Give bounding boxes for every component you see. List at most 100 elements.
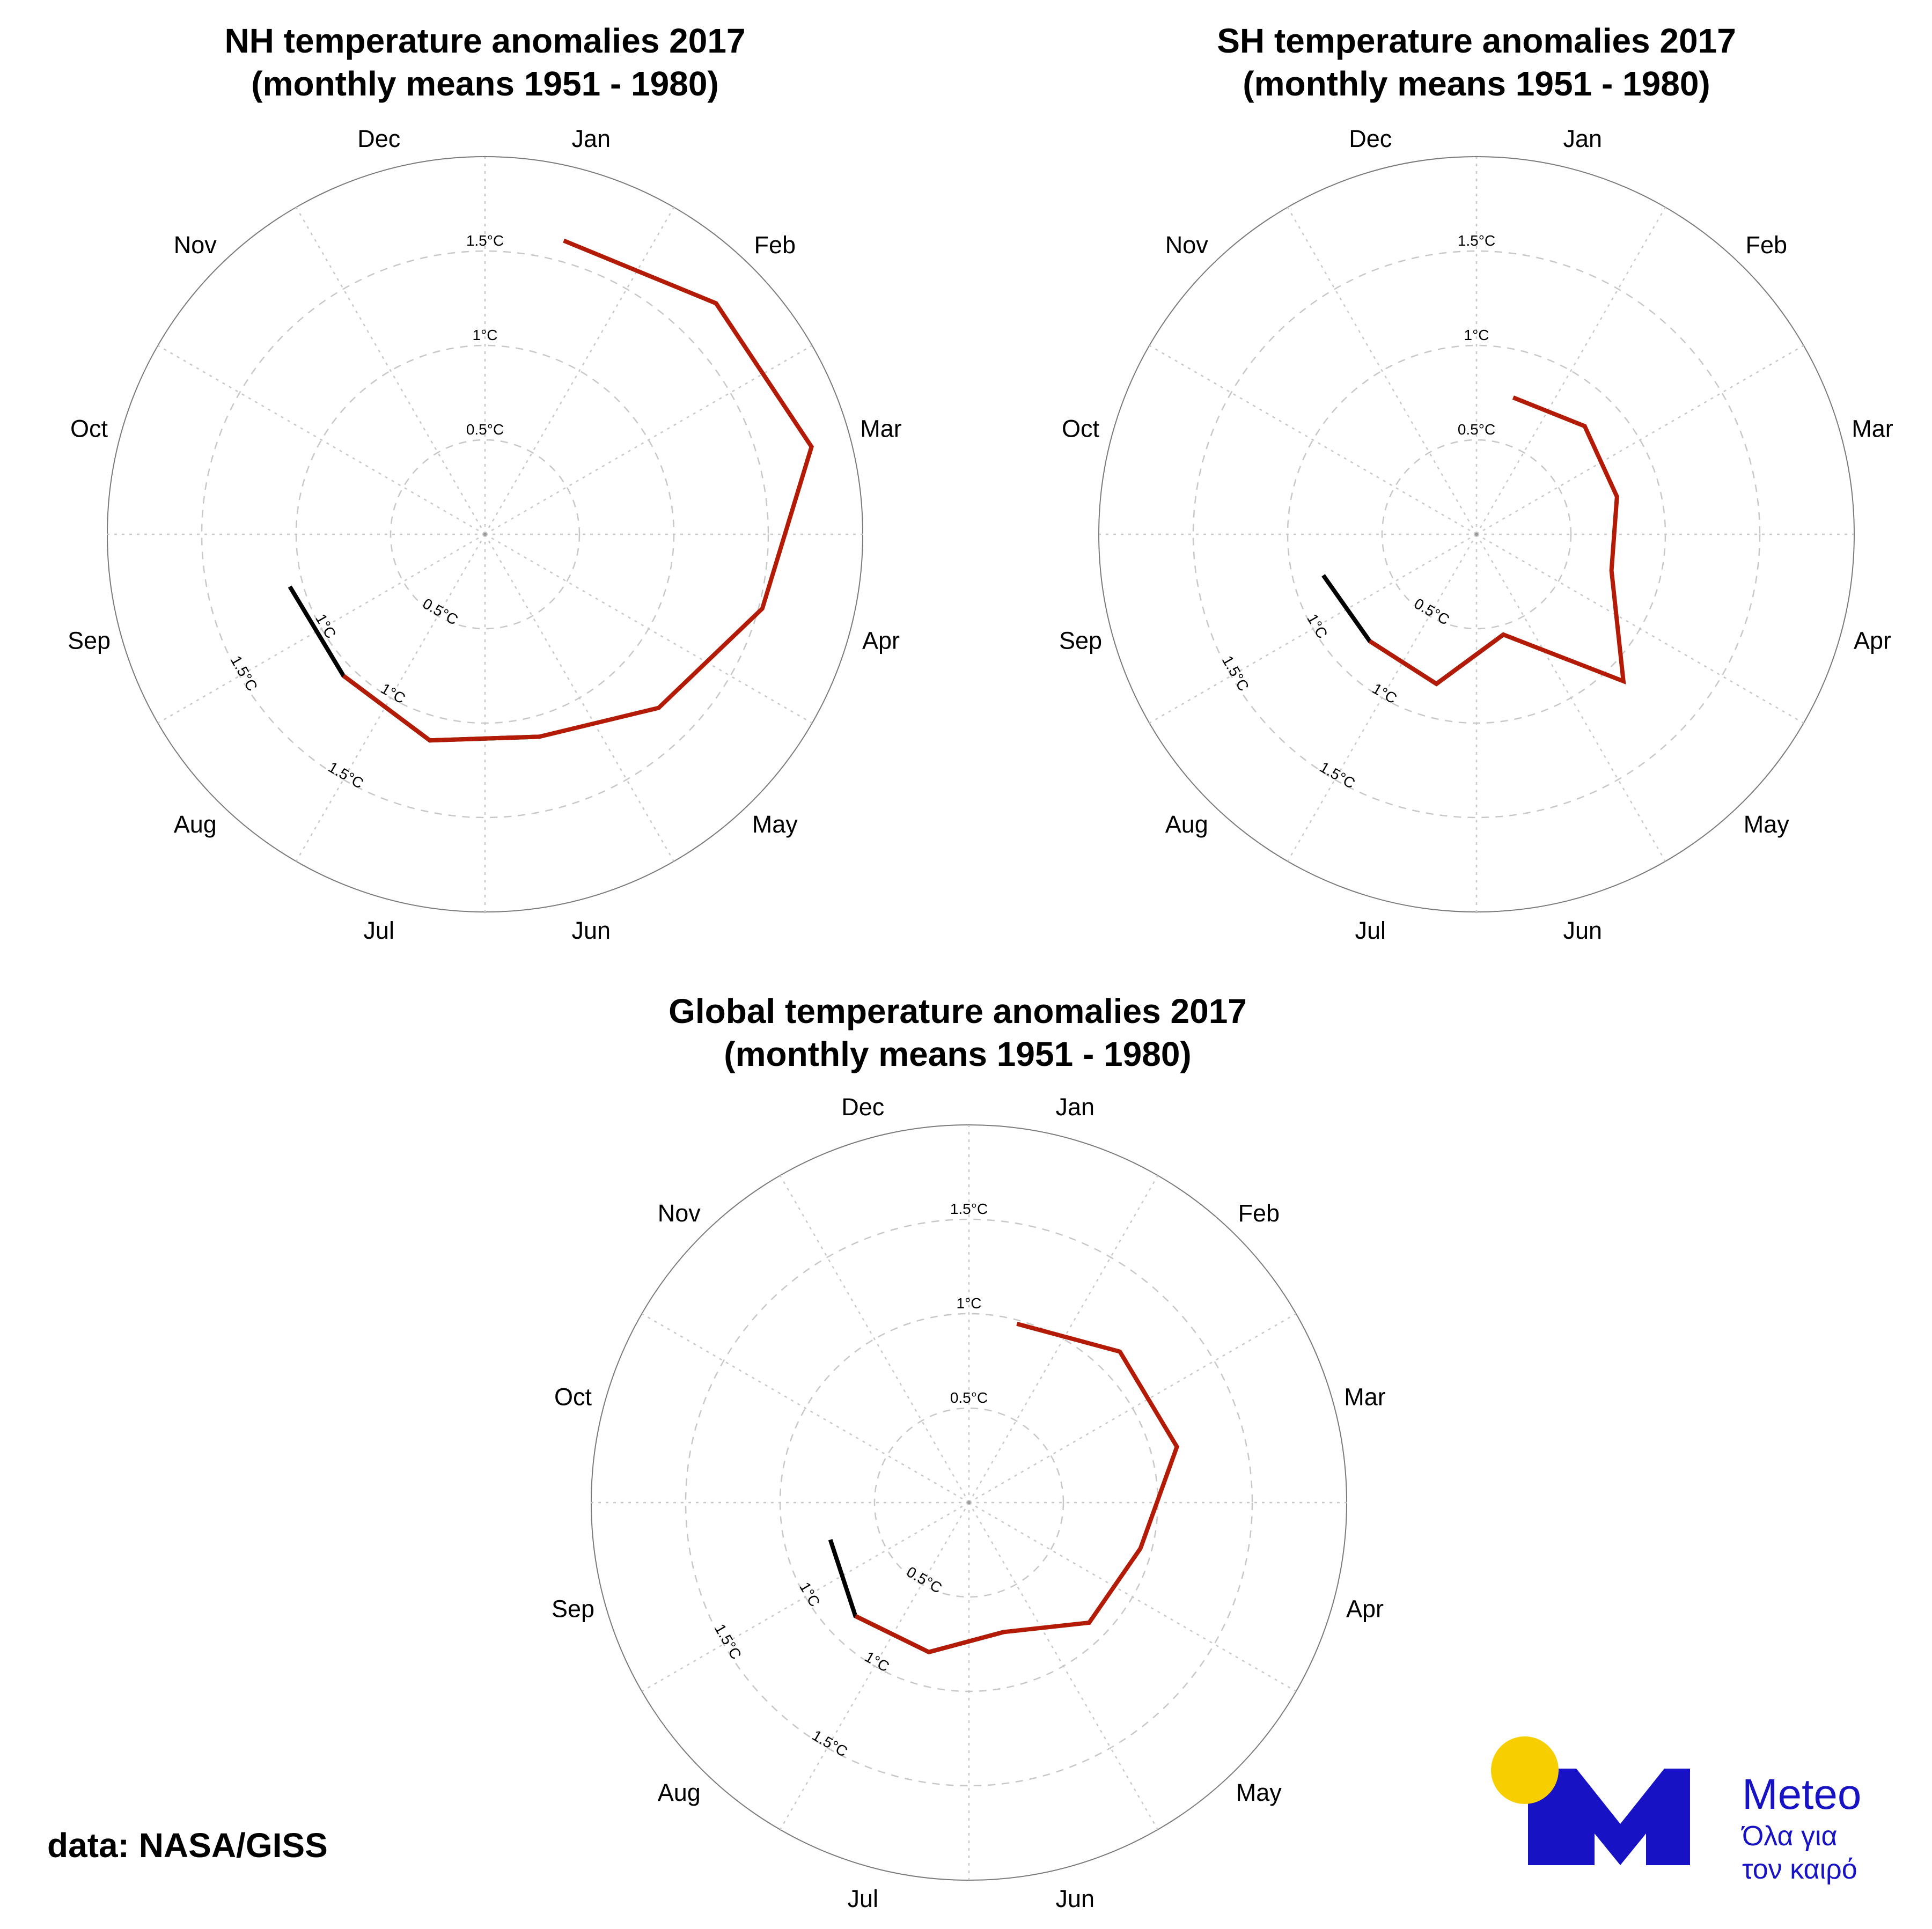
- sh-month-label-nov: Nov: [1165, 231, 1209, 259]
- global-spoke-2: [968, 1313, 1297, 1504]
- sh-month-label-jun: Jun: [1563, 917, 1602, 944]
- sh-ring-2: [1192, 250, 1761, 819]
- sh-spoke-7: [1287, 534, 1478, 862]
- nh-month-label-nov: Nov: [174, 231, 217, 259]
- global-ring-0: [873, 1407, 1064, 1598]
- sh-plot-area: 0.5°C 1°C 1.5°C 0.5°C 1°C 1.5°C 1°C 1.5°C Jan Feb…: [1059, 125, 1893, 944]
- nh-spoke-2: [484, 344, 813, 535]
- global-spoke-10: [641, 1313, 969, 1504]
- global-ring-label-high-2: 1.5°C: [950, 1201, 988, 1217]
- global-ring-label-left-0: 1°C: [796, 1579, 823, 1609]
- nh-ring-label-left-0: 1°C: [312, 611, 339, 641]
- nh-spoke-1: [484, 207, 675, 535]
- sh-month-label-aug: Aug: [1165, 811, 1208, 838]
- nh-polar-chart: NH temperature anomalies 2017 (monthly m…: [68, 21, 902, 944]
- global-spoke-4: [968, 1501, 1297, 1692]
- sh-month-label-sep: Sep: [1059, 627, 1102, 654]
- global-month-label-jun: Jun: [1055, 1885, 1094, 1912]
- sh-spoke-5: [1475, 534, 1666, 862]
- nh-month-label-apr: Apr: [862, 627, 900, 654]
- sh-chart-title-line2: (monthly means 1951 - 1980): [1243, 64, 1710, 103]
- global-spoke-5: [968, 1502, 1159, 1830]
- nh-month-label-oct: Oct: [70, 415, 108, 442]
- nh-month-label-feb: Feb: [754, 231, 796, 259]
- meteo-logo-tagline-line2: τον καιρό: [1742, 1854, 1857, 1885]
- meteo-logo-mark: [1528, 1769, 1690, 1865]
- global-month-label-oct: Oct: [554, 1383, 592, 1410]
- global-series-current-year: [854, 1321, 1180, 1655]
- global-spoke-11: [779, 1175, 970, 1503]
- nh-spoke-8: [157, 533, 486, 724]
- nh-month-label-aug: Aug: [174, 811, 217, 838]
- nh-month-label-mar: Mar: [860, 415, 902, 442]
- nh-month-label-dec: Dec: [357, 125, 400, 152]
- sh-ring-label-high-1: 1°C: [1464, 327, 1489, 343]
- sh-month-label-jan: Jan: [1563, 125, 1602, 152]
- global-month-label-jan: Jan: [1055, 1093, 1094, 1121]
- sh-spoke-1: [1475, 207, 1666, 535]
- global-ring-label-high-0: 0.5°C: [950, 1389, 988, 1406]
- sh-month-label-feb: Feb: [1745, 231, 1787, 259]
- nh-month-label-may: May: [752, 811, 798, 838]
- global-plot-area: 0.5°C 1°C 1.5°C 0.5°C 1°C 1.5°C 1°C 1.5°C Jan Feb…: [552, 1093, 1386, 1912]
- sh-month-label-oct: Oct: [1062, 415, 1100, 442]
- sun-icon: [1491, 1736, 1559, 1804]
- global-ring-label-low-1: 1°C: [862, 1648, 892, 1675]
- meteo-logo-tagline-line1: Όλα για: [1741, 1821, 1838, 1852]
- global-spoke-1: [968, 1175, 1159, 1503]
- sh-month-label-mar: Mar: [1852, 415, 1893, 442]
- nh-month-label-jul: Jul: [363, 917, 394, 944]
- global-month-label-aug: Aug: [658, 1779, 701, 1806]
- global-month-label-dec: Dec: [841, 1093, 884, 1121]
- sh-ring-label-low-0: 0.5°C: [1412, 595, 1452, 628]
- nh-spoke-11: [295, 207, 486, 535]
- nh-series-previous-year: [288, 585, 540, 743]
- global-month-label-may: May: [1236, 1779, 1282, 1806]
- nh-ring-label-low-0: 0.5°C: [420, 595, 461, 628]
- nh-chart-title-line2: (monthly means 1951 - 1980): [251, 64, 718, 103]
- sh-ring-label-high-0: 0.5°C: [1458, 421, 1495, 438]
- sh-ring-label-low-1: 1°C: [1370, 680, 1400, 706]
- sh-month-label-apr: Apr: [1854, 627, 1891, 654]
- global-ring-label-left-1: 1.5°C: [711, 1621, 745, 1662]
- sh-polar-chart: SH temperature anomalies 2017 (monthly m…: [1059, 21, 1893, 944]
- sh-month-label-jul: Jul: [1355, 917, 1386, 944]
- nh-spoke-5: [484, 534, 675, 862]
- nh-ring-label-low-2: 1.5°C: [326, 759, 366, 792]
- sh-ring-label-left-0: 1°C: [1304, 611, 1331, 641]
- sh-spoke-8: [1149, 533, 1477, 724]
- global-polar-chart: Global temperature anomalies 2017 (month…: [552, 992, 1386, 1912]
- data-source-credit: data: NASA/GISS: [47, 1826, 328, 1865]
- sh-month-label-may: May: [1744, 811, 1790, 838]
- sh-chart-title-line1: SH temperature anomalies 2017: [1217, 21, 1736, 60]
- sh-ring-label-low-2: 1.5°C: [1317, 759, 1358, 792]
- global-month-label-sep: Sep: [552, 1595, 594, 1623]
- sh-ring-0: [1381, 439, 1572, 630]
- nh-month-label-jun: Jun: [571, 917, 611, 944]
- nh-ring-label-left-1: 1.5°C: [227, 653, 261, 694]
- global-month-label-jul: Jul: [847, 1885, 878, 1912]
- nh-chart-title-line1: NH temperature anomalies 2017: [224, 21, 745, 60]
- nh-spoke-4: [484, 533, 813, 724]
- nh-ring-label-high-2: 1.5°C: [466, 232, 504, 249]
- sh-spoke-2: [1476, 344, 1804, 535]
- sh-spoke-4: [1476, 533, 1804, 724]
- sh-spoke-10: [1149, 344, 1477, 535]
- global-series-previous-year: [828, 1538, 1004, 1655]
- nh-ring-2: [201, 250, 769, 819]
- sh-ring-label-left-1: 1.5°C: [1219, 653, 1252, 694]
- global-month-label-nov: Nov: [658, 1199, 701, 1227]
- nh-month-label-jan: Jan: [571, 125, 611, 152]
- nh-ring-0: [390, 439, 581, 630]
- nh-ring-label-high-1: 1°C: [473, 327, 498, 343]
- nh-series-current-year: [342, 238, 814, 743]
- nh-spoke-10: [157, 344, 486, 535]
- meteo-logo-name: Meteo: [1742, 1770, 1861, 1818]
- sh-ring-label-high-2: 1.5°C: [1458, 232, 1495, 249]
- nh-month-label-sep: Sep: [68, 627, 111, 654]
- global-center-point: [967, 1501, 971, 1504]
- meteo-logo: Meteo Όλα για τον καιρό: [1491, 1736, 1861, 1885]
- nh-spoke-7: [295, 534, 486, 862]
- global-chart-title-line1: Global temperature anomalies 2017: [669, 992, 1247, 1030]
